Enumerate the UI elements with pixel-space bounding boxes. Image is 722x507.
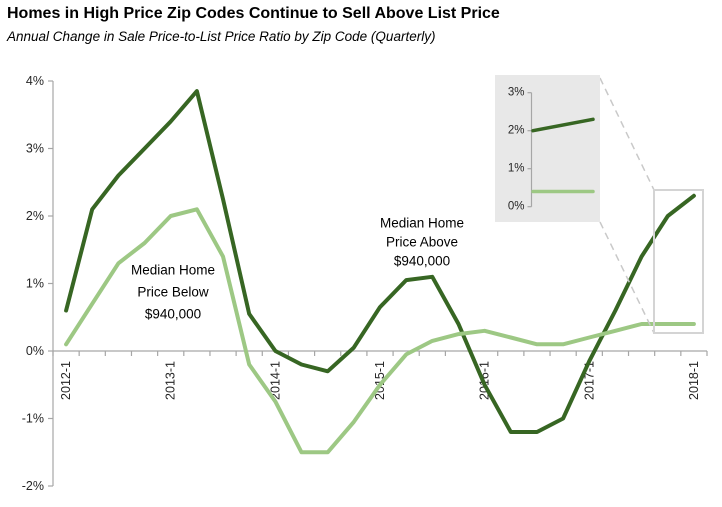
inset-y-tick-label: 0% — [508, 201, 525, 213]
annotation-line: Median Home — [380, 216, 464, 231]
annotation-line: Price Above — [386, 235, 458, 250]
connector-line-bottom — [599, 221, 655, 334]
inset-background — [495, 75, 600, 222]
annotation-line: $940,000 — [394, 254, 450, 269]
y-tick-label: 1% — [26, 277, 44, 291]
annotation-above: Median Home Price Above $940,000 — [380, 216, 464, 269]
annotation-below: Median Home Price Below $940,000 — [131, 263, 215, 322]
y-axis-ticks: 4% 3% 2% 1% 0% -1% -2% — [22, 74, 53, 493]
y-tick-label: -1% — [22, 412, 44, 426]
callout-rect — [653, 189, 704, 334]
x-tick-label: 2018-1 — [687, 361, 701, 400]
series-below-line — [64, 207, 696, 455]
x-tick-label: 2014-1 — [268, 361, 282, 400]
inset-y-tick-label: 1% — [508, 163, 525, 175]
y-tick-label: 4% — [26, 74, 44, 88]
x-tick-label: 2012-1 — [59, 361, 73, 400]
inset-series-above-line — [531, 117, 595, 133]
inset-y-tick-label: 3% — [508, 87, 525, 99]
y-tick-label: 0% — [26, 344, 44, 358]
x-axis-labels: 2012-1 2013-1 2014-1 2015-1 2016-1 2017-1 2018… — [59, 361, 701, 400]
inset-panel: 3% 2% 1% 0% — [495, 75, 600, 222]
annotation-line: Median Home — [131, 263, 215, 278]
x-tick-label: 2017-1 — [582, 361, 596, 400]
x-tick-label: 2013-1 — [164, 361, 178, 400]
chart-title: Homes in High Price Zip Codes Continue t… — [7, 5, 500, 22]
series-above-line — [64, 89, 696, 434]
annotation-line: $940,000 — [145, 307, 201, 322]
x-axis-ticks — [52, 351, 708, 356]
y-tick-label: 2% — [26, 209, 44, 223]
y-tick-label: -2% — [22, 479, 44, 493]
chart-subtitle: Annual Change in Sale Price-to-List Pric… — [7, 29, 436, 44]
inset-y-tick-label: 2% — [508, 125, 525, 137]
connector-line-top — [599, 77, 655, 191]
y-tick-label: 3% — [26, 142, 44, 156]
annotation-line: Price Below — [137, 285, 209, 300]
